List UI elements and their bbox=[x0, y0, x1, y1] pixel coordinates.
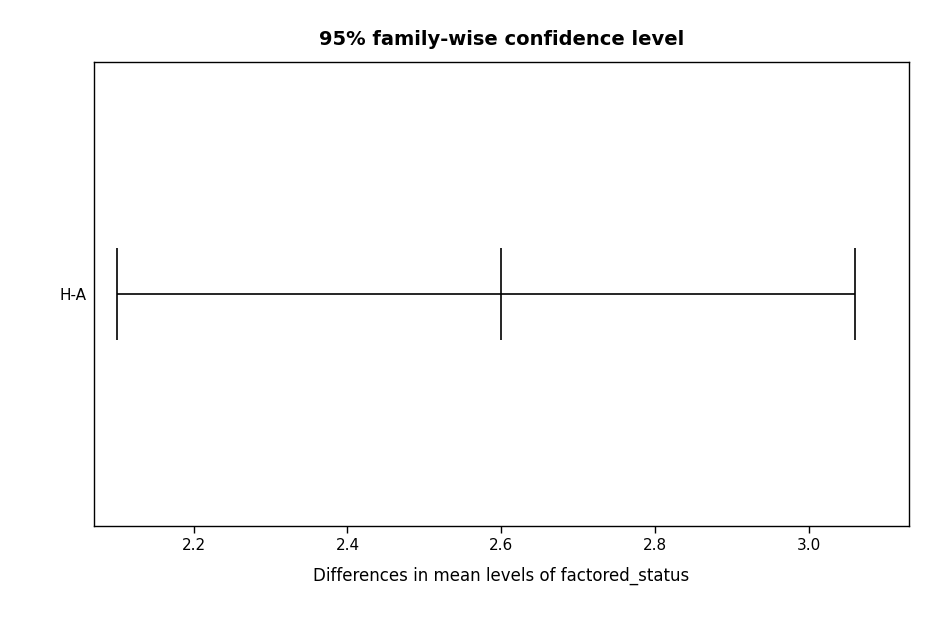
X-axis label: Differences in mean levels of factored_status: Differences in mean levels of factored_s… bbox=[313, 567, 689, 585]
Title: 95% family-wise confidence level: 95% family-wise confidence level bbox=[318, 30, 683, 50]
